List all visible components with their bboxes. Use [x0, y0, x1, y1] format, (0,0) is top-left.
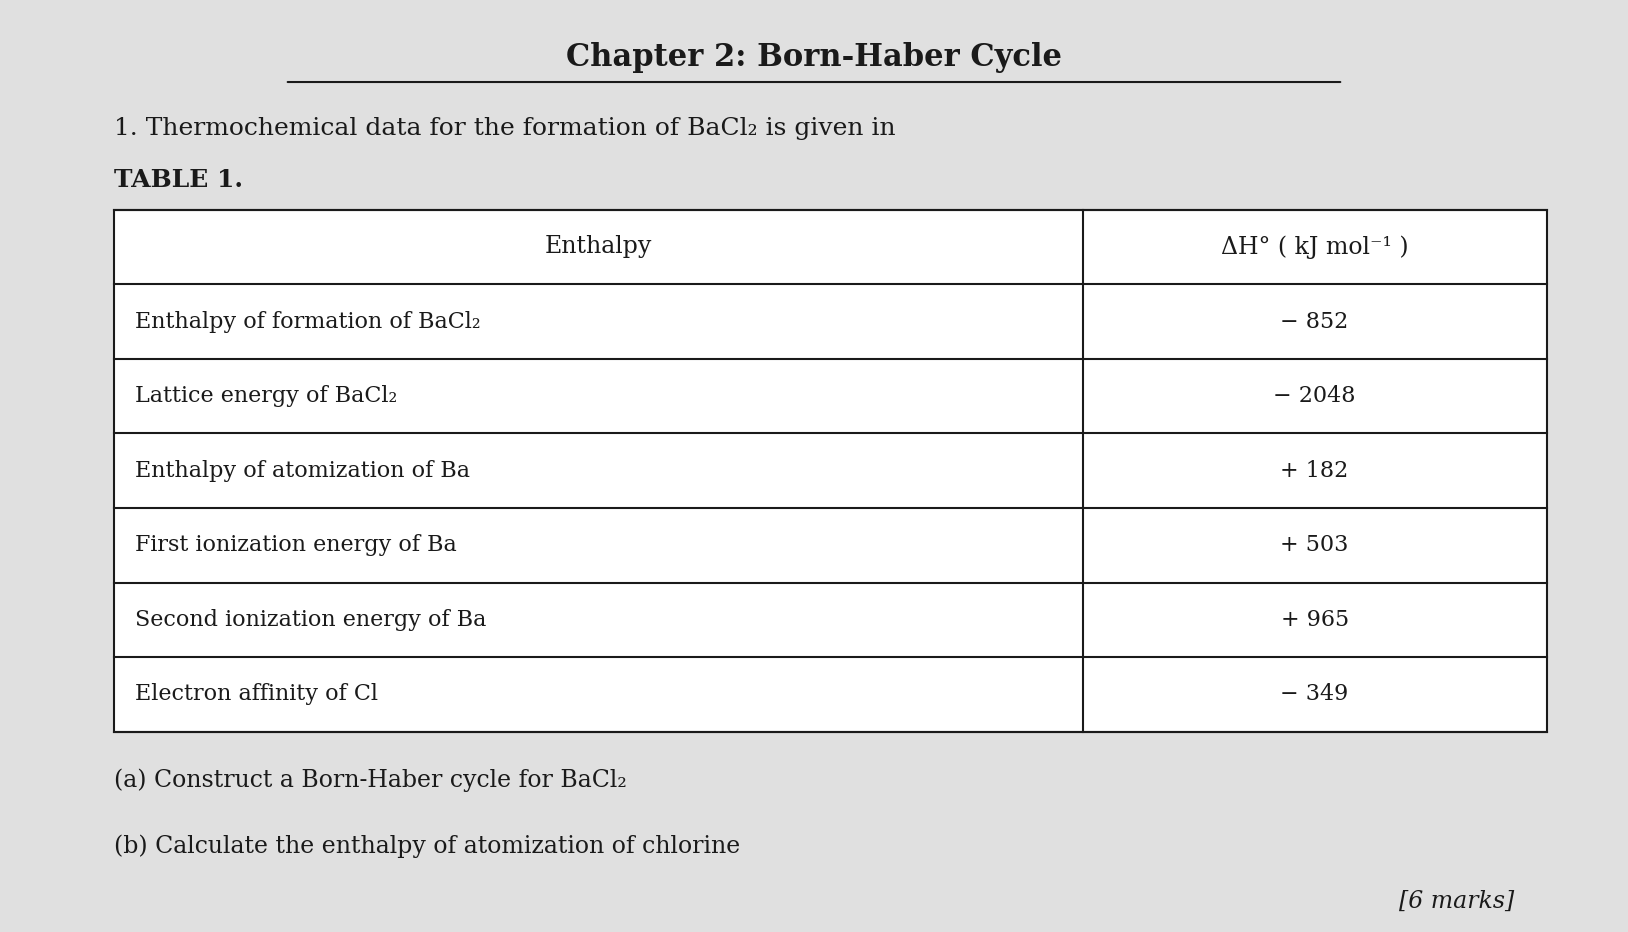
Text: Lattice energy of BaCl₂: Lattice energy of BaCl₂: [135, 385, 397, 407]
Text: Enthalpy of atomization of Ba: Enthalpy of atomization of Ba: [135, 459, 470, 482]
Text: (b) Calculate the enthalpy of atomization of chlorine: (b) Calculate the enthalpy of atomizatio…: [114, 834, 741, 857]
Text: + 965: + 965: [1281, 609, 1348, 631]
Text: Second ionization energy of Ba: Second ionization energy of Ba: [135, 609, 487, 631]
Text: − 852: − 852: [1281, 310, 1348, 333]
Text: (a) Construct a Born-Haber cycle for BaCl₂: (a) Construct a Born-Haber cycle for BaC…: [114, 769, 627, 792]
Text: First ionization energy of Ba: First ionization energy of Ba: [135, 534, 457, 556]
Text: ΔH° ( kJ mol⁻¹ ): ΔH° ( kJ mol⁻¹ ): [1221, 235, 1408, 259]
Text: Enthalpy of formation of BaCl₂: Enthalpy of formation of BaCl₂: [135, 310, 480, 333]
Text: − 2048: − 2048: [1273, 385, 1356, 407]
Text: − 349: − 349: [1281, 683, 1348, 706]
Text: Electron affinity of Cl: Electron affinity of Cl: [135, 683, 378, 706]
Text: Enthalpy: Enthalpy: [545, 236, 651, 258]
Text: [6 marks]: [6 marks]: [1398, 890, 1514, 913]
Text: + 503: + 503: [1281, 534, 1348, 556]
FancyBboxPatch shape: [114, 210, 1547, 732]
Text: TABLE 1.: TABLE 1.: [114, 168, 243, 192]
Text: + 182: + 182: [1281, 459, 1348, 482]
Text: Chapter 2: Born-Haber Cycle: Chapter 2: Born-Haber Cycle: [567, 42, 1061, 73]
Text: 1. Thermochemical data for the formation of BaCl₂ is given in: 1. Thermochemical data for the formation…: [114, 116, 895, 140]
